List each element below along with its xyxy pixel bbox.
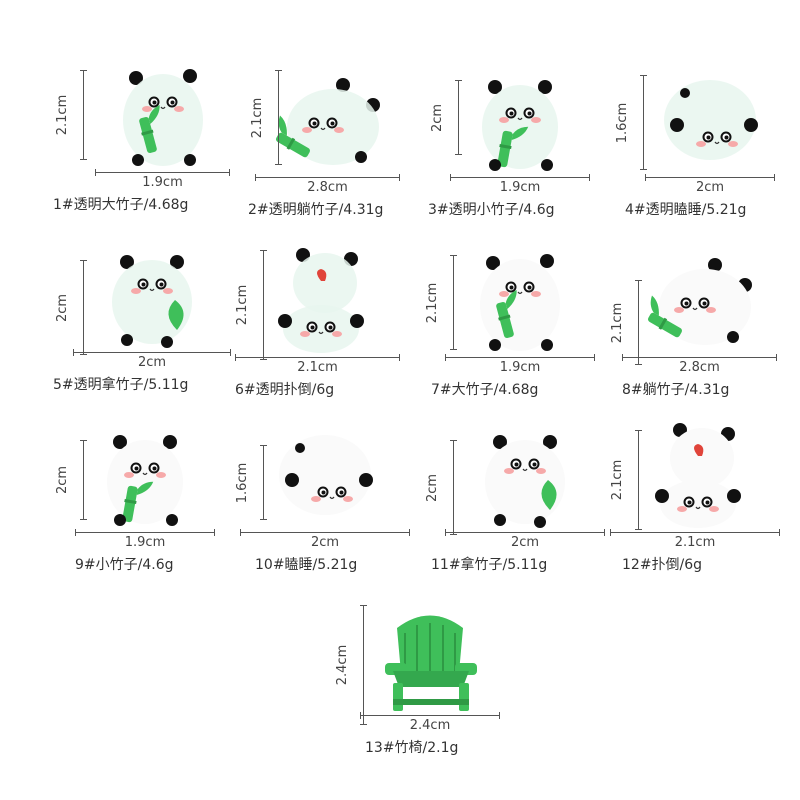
panda-figure bbox=[273, 65, 383, 175]
product-item: 2cm 2cm 11#拿竹子/5.11g bbox=[415, 420, 615, 610]
height-label: 2cm bbox=[55, 293, 70, 322]
width-dimension-line bbox=[75, 529, 215, 536]
width-dimension-line bbox=[450, 174, 590, 181]
height-dimension-line bbox=[635, 430, 642, 530]
height-label: 2.1cm bbox=[235, 284, 250, 326]
item-caption: 9#小竹子/4.6g bbox=[75, 557, 174, 573]
width-dimension-line bbox=[240, 529, 410, 536]
width-dimension-line bbox=[445, 354, 595, 361]
width-label: 2.8cm bbox=[679, 360, 720, 375]
height-label: 2.4cm bbox=[335, 644, 350, 686]
width-label: 2cm bbox=[310, 535, 340, 550]
panda-figure bbox=[465, 65, 575, 175]
width-dimension-line bbox=[95, 169, 230, 176]
width-label: 2cm bbox=[510, 535, 540, 550]
product-item: 2cm 1.9cm 9#小竹子/4.6g bbox=[45, 420, 245, 610]
item-caption: 8#躺竹子/4.31g bbox=[622, 382, 730, 398]
height-dimension-line bbox=[455, 80, 462, 155]
height-dimension-line bbox=[80, 440, 87, 520]
width-dimension-line bbox=[235, 354, 400, 361]
height-label: 2cm bbox=[425, 473, 440, 502]
panda-figure bbox=[655, 65, 765, 175]
width-label: 1.9cm bbox=[142, 175, 183, 190]
height-label: 1.6cm bbox=[235, 462, 250, 503]
height-dimension-line bbox=[450, 440, 457, 535]
width-dimension-line bbox=[645, 174, 775, 181]
panda-figure bbox=[640, 420, 750, 530]
height-label: 2.1cm bbox=[55, 94, 70, 136]
height-dimension-line bbox=[275, 70, 282, 165]
panda-figure bbox=[465, 245, 575, 355]
chair-figure bbox=[375, 603, 485, 713]
width-label: 2.1cm bbox=[297, 360, 338, 375]
height-label: 2.1cm bbox=[610, 459, 625, 501]
product-item: 2.4cm 2.4cm 13#竹椅/2.1g bbox=[325, 595, 525, 785]
width-dimension-line bbox=[73, 349, 231, 356]
height-label: 2.1cm bbox=[610, 302, 625, 343]
height-label: 1.6cm bbox=[615, 102, 630, 143]
product-item: 2.1cm 1.9cm 7#大竹子/4.68g bbox=[415, 245, 615, 435]
item-caption: 12#扑倒/6g bbox=[622, 557, 703, 573]
height-label: 2.1cm bbox=[250, 97, 265, 138]
height-dimension-line bbox=[260, 250, 267, 360]
product-item: 2.1cm 2.8cm 8#躺竹子/4.31g bbox=[600, 245, 800, 435]
height-dimension-line bbox=[360, 605, 367, 725]
item-caption: 1#透明大竹子/4.68g bbox=[53, 197, 189, 213]
width-label: 1.9cm bbox=[499, 360, 541, 375]
height-label: 2cm bbox=[430, 103, 445, 132]
width-dimension-line bbox=[622, 354, 777, 361]
panda-figure bbox=[270, 420, 380, 530]
height-label: 2.1cm bbox=[425, 282, 440, 323]
width-dimension-line bbox=[360, 712, 500, 719]
height-dimension-line bbox=[640, 75, 647, 170]
panda-figure bbox=[108, 60, 218, 170]
height-label: 2cm bbox=[55, 465, 70, 495]
height-dimension-line bbox=[450, 255, 457, 350]
width-dimension-line bbox=[610, 529, 780, 536]
item-caption: 4#透明瞌睡/5.21g bbox=[625, 202, 747, 218]
panda-figure bbox=[470, 420, 580, 530]
product-item: 1.6cm 2cm 4#透明瞌睡/5.21g bbox=[605, 70, 800, 260]
height-dimension-line bbox=[80, 260, 87, 355]
panda-figure bbox=[90, 420, 200, 530]
height-dimension-line bbox=[635, 280, 642, 365]
width-label: 2cm bbox=[695, 180, 725, 195]
width-dimension-line bbox=[445, 529, 605, 536]
item-caption: 6#透明扑倒/6g bbox=[235, 382, 335, 398]
height-dimension-line bbox=[80, 70, 87, 160]
product-item: 2.1cm 2.1cm 12#扑倒/6g bbox=[600, 420, 800, 610]
width-label: 1.9cm bbox=[499, 180, 541, 195]
width-label: 2cm bbox=[137, 355, 167, 370]
width-dimension-line bbox=[255, 174, 400, 181]
item-caption: 5#透明拿竹子/5.11g bbox=[53, 377, 189, 393]
product-item: 2.1cm 2.8cm 2#透明躺竹子/4.31g bbox=[240, 70, 440, 260]
item-caption: 2#透明躺竹子/4.31g bbox=[248, 202, 384, 218]
item-caption: 7#大竹子/4.68g bbox=[431, 382, 539, 398]
height-dimension-line bbox=[260, 445, 267, 520]
item-caption: 3#透明小竹子/4.6g bbox=[428, 202, 555, 218]
item-caption: 13#竹椅/2.1g bbox=[365, 740, 459, 756]
width-label: 2.4cm bbox=[409, 718, 451, 733]
panda-figure bbox=[645, 245, 755, 355]
item-caption: 10#瞌睡/5.21g bbox=[255, 557, 358, 573]
item-caption: 11#拿竹子/5.11g bbox=[431, 557, 548, 573]
product-item: 2.1cm 2.1cm 6#透明扑倒/6g bbox=[225, 245, 425, 435]
width-label: 1.9cm bbox=[124, 535, 166, 550]
panda-figure bbox=[97, 240, 207, 350]
product-item: 2cm 2cm 5#透明拿竹子/5.11g bbox=[45, 245, 245, 435]
product-item: 2.1cm 1.9cm 1#透明大竹子/4.68g bbox=[45, 69, 245, 260]
width-label: 2.8cm bbox=[307, 180, 348, 195]
product-item: 2cm 1.9cm 3#透明小竹子/4.6g bbox=[420, 70, 620, 260]
product-item: 1.6cm 2cm 10#瞌睡/5.21g bbox=[225, 420, 425, 610]
width-label: 2.1cm bbox=[674, 535, 716, 550]
panda-figure bbox=[263, 245, 373, 355]
